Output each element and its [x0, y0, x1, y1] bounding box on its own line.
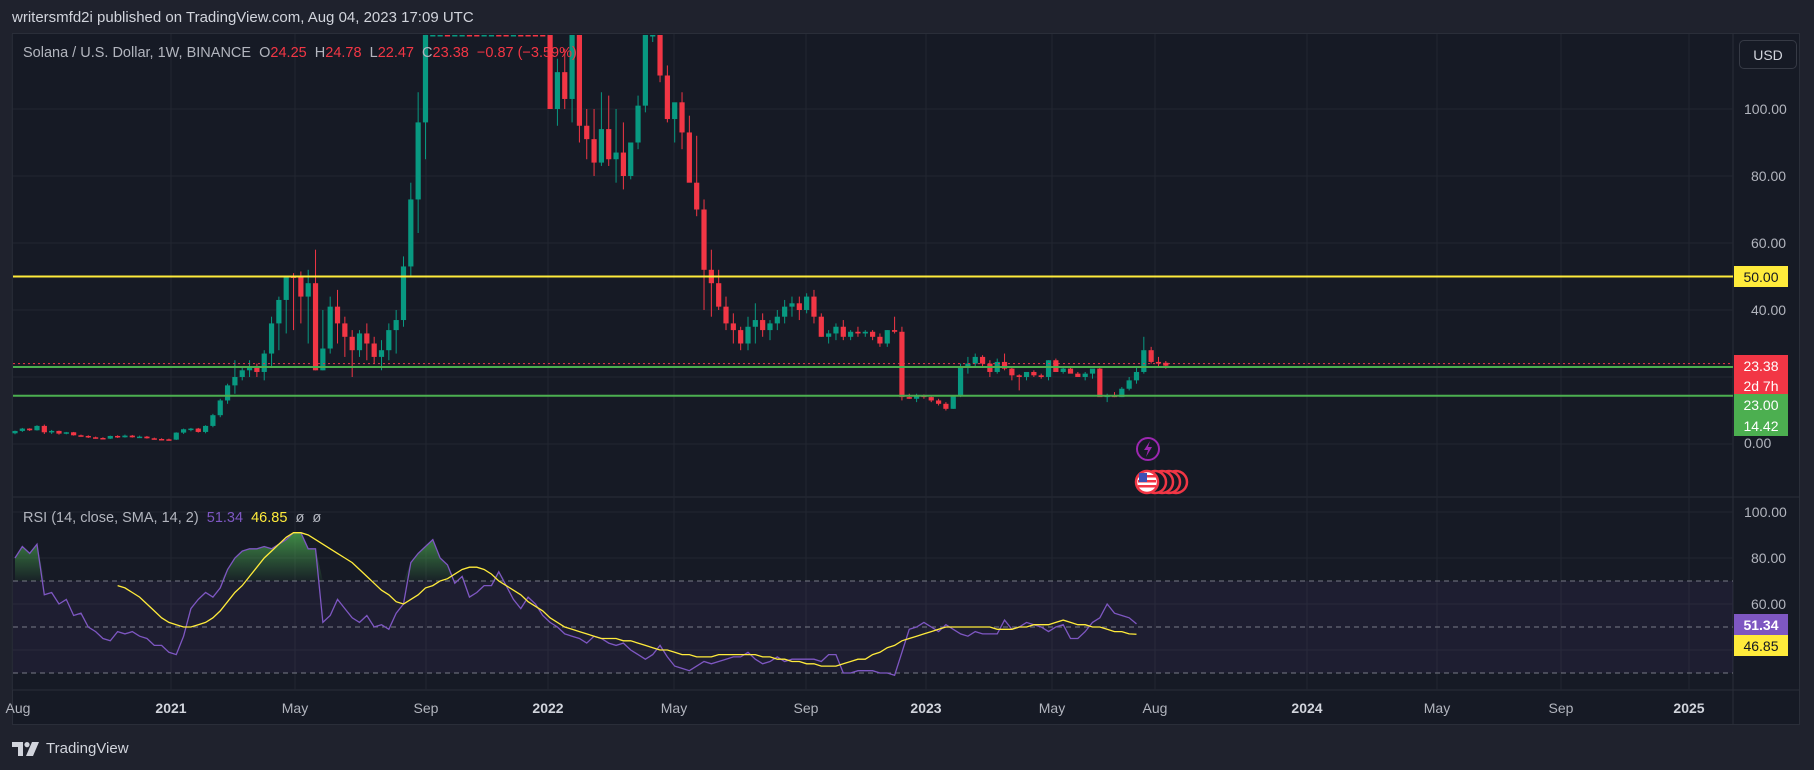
low-value: 22.47	[377, 45, 414, 61]
currency-button[interactable]: USD	[1739, 40, 1797, 69]
level-14-tag: 14.42	[1734, 415, 1788, 436]
rsi-sma-tag: 46.85	[1734, 635, 1788, 656]
price-axis-label: 40.00	[1751, 302, 1787, 318]
close-value: 23.38	[432, 45, 469, 61]
high-label: H	[314, 45, 326, 61]
time-axis-label: May	[281, 700, 309, 716]
open-value: 24.25	[270, 45, 307, 61]
rsi-legend[interactable]: RSI (14, close, SMA, 14, 2) 51.34 46.85 …	[23, 510, 321, 526]
open-label: O	[259, 45, 271, 61]
rsi-value: 51.34	[206, 510, 244, 526]
time-axis-label: May	[660, 700, 688, 716]
bar-countdown-tag: 2d 7h	[1734, 375, 1788, 396]
us-flag-economic-events-icon[interactable]	[1134, 468, 1190, 501]
time-axis-label: 2022	[532, 700, 564, 716]
time-axis-label: 2021	[155, 700, 187, 716]
price-axis-label: 80.00	[1751, 168, 1787, 184]
rsi-axis-label: 60.00	[1751, 596, 1787, 612]
price-axis-label: 0.00	[1744, 435, 1772, 451]
price-axis-label: 100.00	[1744, 101, 1787, 117]
rsi-sma-value: 46.85	[251, 510, 288, 526]
brand-name: TradingView	[46, 740, 129, 757]
time-axis-label: Aug	[5, 700, 31, 716]
time-axis-label: Aug	[1142, 700, 1168, 716]
level-23-tag: 23.00	[1734, 394, 1788, 415]
high-value: 24.78	[325, 45, 362, 61]
time-axis-label: May	[1038, 700, 1066, 716]
time-axis-label: 2024	[1291, 700, 1323, 716]
time-axis-label: 2025	[1673, 700, 1705, 716]
rsi-axis-label: 100.00	[1744, 504, 1787, 520]
price-axis-label: 60.00	[1751, 235, 1787, 251]
rsi-title[interactable]: RSI (14, close, SMA, 14, 2)	[23, 510, 199, 526]
low-label: L	[369, 45, 378, 61]
level-50-tag: 50.00	[1734, 266, 1788, 287]
rsi-extra-2: ø	[312, 510, 322, 526]
rsi-extra-1: ø	[295, 510, 305, 526]
earnings-lightning-icon[interactable]	[1135, 436, 1161, 467]
time-axis-label: Sep	[793, 700, 819, 716]
tradingview-logo[interactable]: TradingView	[12, 740, 129, 757]
symbol-legend[interactable]: Solana / U.S. Dollar, 1W, BINANCE O24.25…	[23, 45, 577, 61]
time-axis-label: 2023	[910, 700, 942, 716]
time-axis-label: Sep	[413, 700, 439, 716]
chart-frame[interactable]	[12, 33, 1800, 725]
tradingview-logo-icon	[12, 741, 39, 756]
symbol-name[interactable]: Solana / U.S. Dollar, 1W, BINANCE	[23, 45, 252, 61]
rsi-value-tag: 51.34	[1734, 614, 1788, 635]
time-axis-label: May	[1423, 700, 1451, 716]
change-value: −0.87 (−3.59%)	[476, 45, 577, 61]
published-info: writersmfd2i published on TradingView.co…	[12, 9, 474, 26]
close-label: C	[422, 45, 433, 61]
time-axis-label: Sep	[1548, 700, 1574, 716]
last-price-tag: 23.38	[1734, 355, 1788, 376]
rsi-axis-label: 80.00	[1751, 550, 1787, 566]
